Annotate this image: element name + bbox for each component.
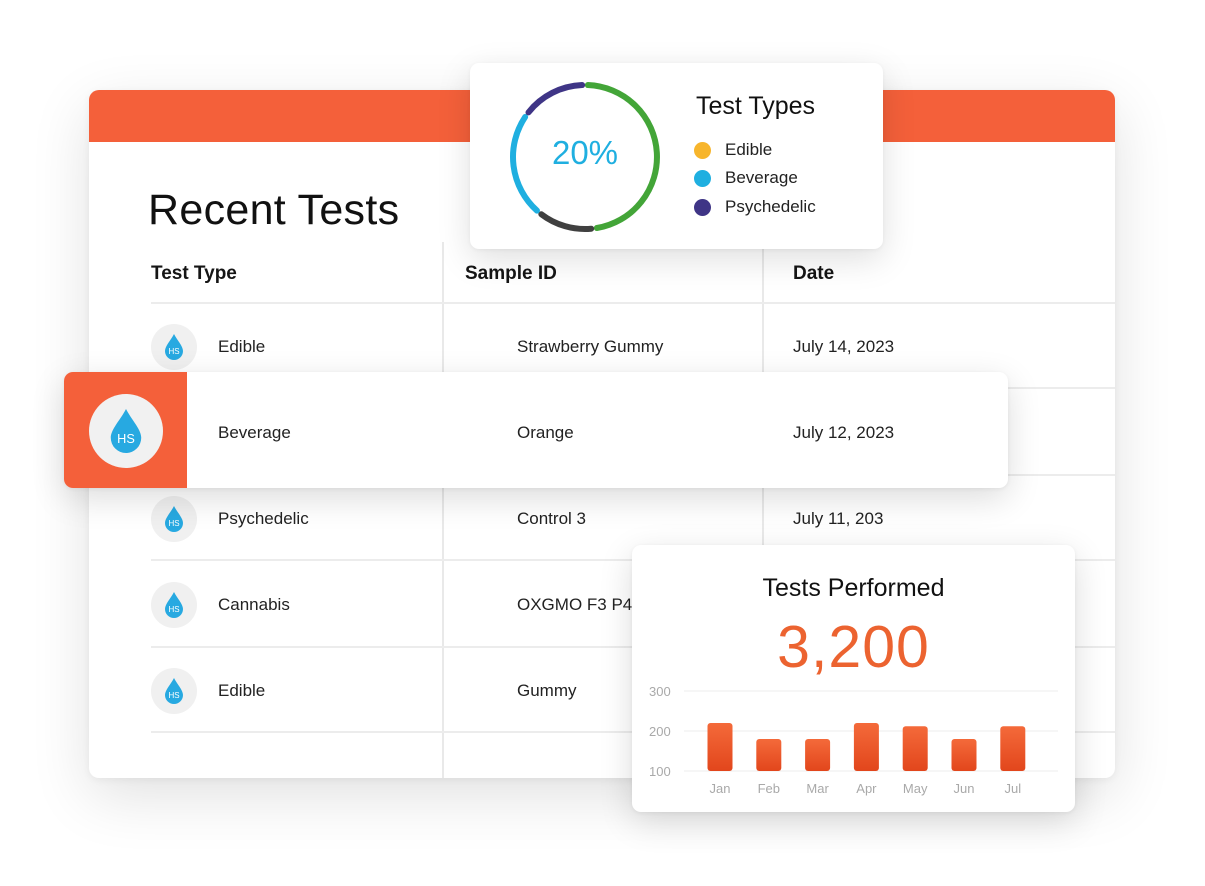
legend-item-psychedelic: Psychedelic xyxy=(694,197,816,217)
legend-dot xyxy=(694,141,711,159)
bar-jul[interactable] xyxy=(1000,726,1026,771)
donut-segment-3 xyxy=(525,82,586,116)
y-tick-label: 200 xyxy=(649,724,671,739)
bar-jun[interactable] xyxy=(951,739,977,771)
column-divider xyxy=(442,242,444,778)
cell-date: July 12, 2023 xyxy=(793,423,895,442)
y-tick-label: 100 xyxy=(649,764,671,779)
cell-date: July 14, 2023 xyxy=(793,337,895,356)
sample-badge: HS xyxy=(151,496,197,542)
water-drop-icon: HS xyxy=(165,506,183,532)
x-tick-label: May xyxy=(903,781,928,796)
test-types-donut xyxy=(510,82,660,232)
x-tick-label: Apr xyxy=(856,781,877,796)
legend-label: Beverage xyxy=(725,168,798,187)
water-drop-icon: HS xyxy=(165,592,183,618)
donut-segment-0 xyxy=(584,82,660,232)
column-header-test-type[interactable]: Test Type xyxy=(151,263,237,284)
badge-initials: HS xyxy=(168,691,179,700)
cell-sample-id: OXGMO F3 P4 xyxy=(517,595,633,614)
sample-badge: HS xyxy=(89,394,163,468)
table-row[interactable]: HS Edible Gummy xyxy=(89,648,1115,734)
badge-initials: HS xyxy=(168,519,179,528)
legend-dot xyxy=(694,198,711,216)
cell-date: July 11, 203 xyxy=(793,509,884,528)
water-drop-icon: HS xyxy=(165,334,183,360)
bar-feb[interactable] xyxy=(756,739,782,771)
cell-sample-id: Gummy xyxy=(517,681,577,700)
table-row[interactable]: HS Cannabis OXGMO F3 P4 xyxy=(89,562,1115,648)
row-accent-tab: HS xyxy=(64,372,187,488)
cell-sample-id: Control 3 xyxy=(517,509,586,528)
bar-apr[interactable] xyxy=(853,723,879,771)
legend-title: Test Types xyxy=(696,92,816,120)
bar-may[interactable] xyxy=(902,726,928,771)
cell-test-type: Psychedelic xyxy=(218,509,309,528)
sample-badge: HS xyxy=(151,668,197,714)
sample-badge: HS xyxy=(151,324,197,370)
column-header-sample-id[interactable]: Sample ID xyxy=(465,263,557,284)
donut-center-value: 20% xyxy=(551,134,619,171)
cell-test-type: Edible xyxy=(218,337,266,356)
tests-total: 3,200 xyxy=(777,614,930,680)
sample-badge: HS xyxy=(151,582,197,628)
page-title: Recent Tests xyxy=(148,186,400,234)
x-tick-label: Feb xyxy=(758,781,780,796)
x-tick-label: Jun xyxy=(954,781,975,796)
table-row-highlighted[interactable]: HS Beverage Orange July 12, 2023 xyxy=(64,372,1008,488)
legend-dot xyxy=(694,169,711,187)
cell-test-type: Cannabis xyxy=(218,595,290,614)
water-drop-icon: HS xyxy=(165,678,183,704)
x-tick-label: Mar xyxy=(806,781,829,796)
cell-test-type: Edible xyxy=(218,681,266,700)
badge-initials: HS xyxy=(117,432,135,446)
column-divider xyxy=(762,242,764,778)
legend-item-beverage: Beverage xyxy=(694,168,798,188)
cell-sample-id: Orange xyxy=(517,423,574,442)
test-types-card: 20% Test Types Edible Beverage Psychedel… xyxy=(470,63,883,249)
bar-mar[interactable] xyxy=(805,739,831,771)
cell-sample-id: Strawberry Gummy xyxy=(517,337,664,356)
chart-title: Tests Performed xyxy=(762,574,945,602)
tests-performed-card: Tests Performed 3,200 100 200 300 Jan Feb Mar… xyxy=(632,545,1075,812)
cell-test-type: Beverage xyxy=(218,423,291,442)
legend-item-edible: Edible xyxy=(694,140,772,160)
column-header-date[interactable]: Date xyxy=(793,263,835,284)
badge-initials: HS xyxy=(168,347,179,356)
x-tick-label: Jul xyxy=(1004,781,1021,796)
donut-segment-1 xyxy=(538,211,595,232)
badge-initials: HS xyxy=(168,605,179,614)
legend-label: Edible xyxy=(725,140,773,159)
legend-label: Psychedelic xyxy=(725,197,816,216)
donut-segment-2 xyxy=(510,114,540,214)
water-drop-icon: HS xyxy=(110,409,142,453)
table-row[interactable]: HS Psychedelic Control 3 July 11, 203 xyxy=(89,476,1115,562)
row-divider xyxy=(151,302,1115,304)
y-tick-label: 300 xyxy=(649,684,671,699)
tests-performed-bar-chart: 100 200 300 Jan Feb Mar Apr May Jun Jul xyxy=(649,684,1058,796)
x-tick-label: Jan xyxy=(710,781,731,796)
bar-jan[interactable] xyxy=(707,723,733,771)
table-row[interactable]: HS Edible Strawberry Gummy July 14, 2023 xyxy=(89,304,1115,390)
